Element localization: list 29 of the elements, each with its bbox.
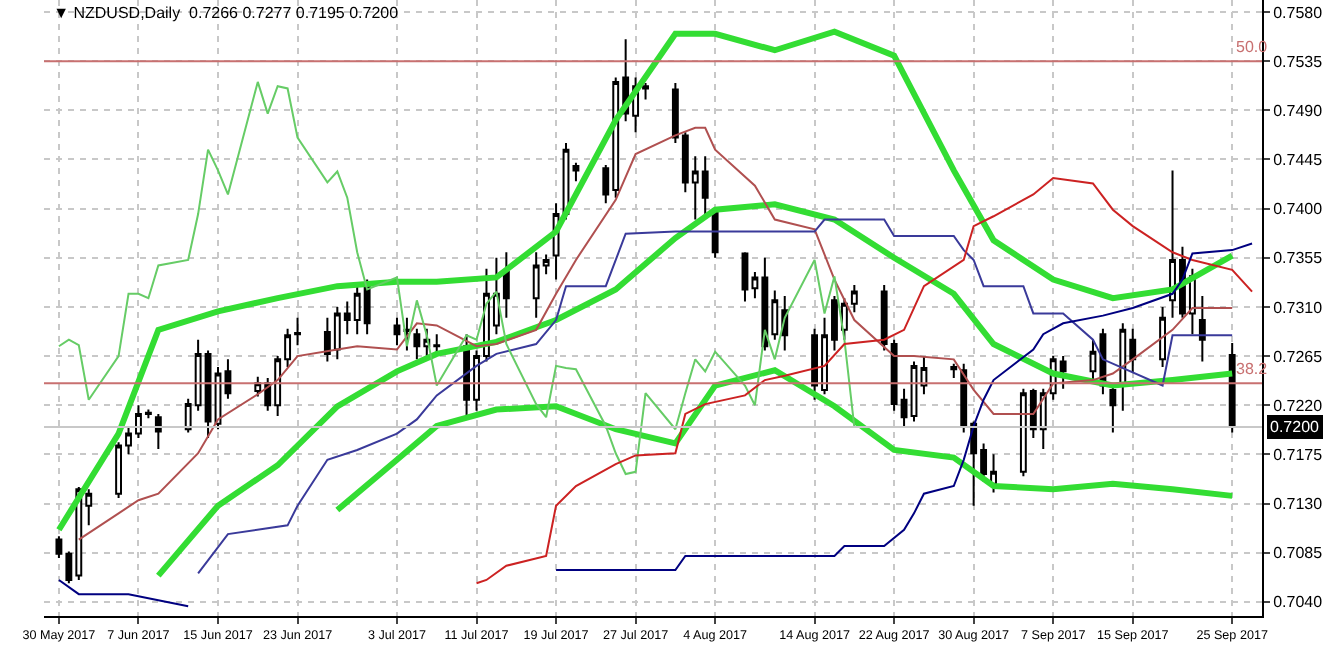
y-tick-label: 0.7265 (1273, 347, 1324, 366)
line-series (77, 126, 1234, 541)
candlestick (572, 161, 580, 183)
y-tick-label: 0.7355 (1273, 249, 1324, 268)
candlestick (950, 362, 958, 379)
y-tick-label: 0.7400 (1273, 200, 1324, 219)
y-tick-label: 0.7220 (1273, 396, 1324, 415)
y-tick-label: 0.7130 (1273, 495, 1324, 514)
y-tick-label: 0.7175 (1273, 445, 1324, 464)
candlestick (920, 355, 928, 396)
candlestick (1159, 305, 1166, 368)
ref-line-label: 0.7200 (1270, 418, 1321, 436)
line-series (57, 80, 856, 476)
candlestick (154, 412, 162, 450)
chart-title: ▼ NZDUSD,Daily 0.7266 0.7277 0.7195 0.7200 (53, 3, 400, 22)
line-series (334, 367, 1236, 514)
y-tick-label: 0.7040 (1273, 593, 1324, 612)
y-tick-label: 0.7085 (1273, 544, 1324, 563)
line-series (55, 28, 1236, 533)
candlestick (1109, 382, 1117, 434)
candlestick (642, 82, 649, 101)
y-tick-label: 0.7310 (1273, 298, 1324, 317)
candlestick (1228, 341, 1236, 434)
candlestick (224, 358, 232, 400)
y-tick-label: 0.7535 (1273, 52, 1324, 71)
y-tick-label: 0.7490 (1273, 101, 1324, 120)
y-tick-label: 0.7580 (1273, 3, 1324, 22)
y-tick-label: 0.7445 (1273, 151, 1324, 170)
candlestick (1198, 294, 1206, 363)
